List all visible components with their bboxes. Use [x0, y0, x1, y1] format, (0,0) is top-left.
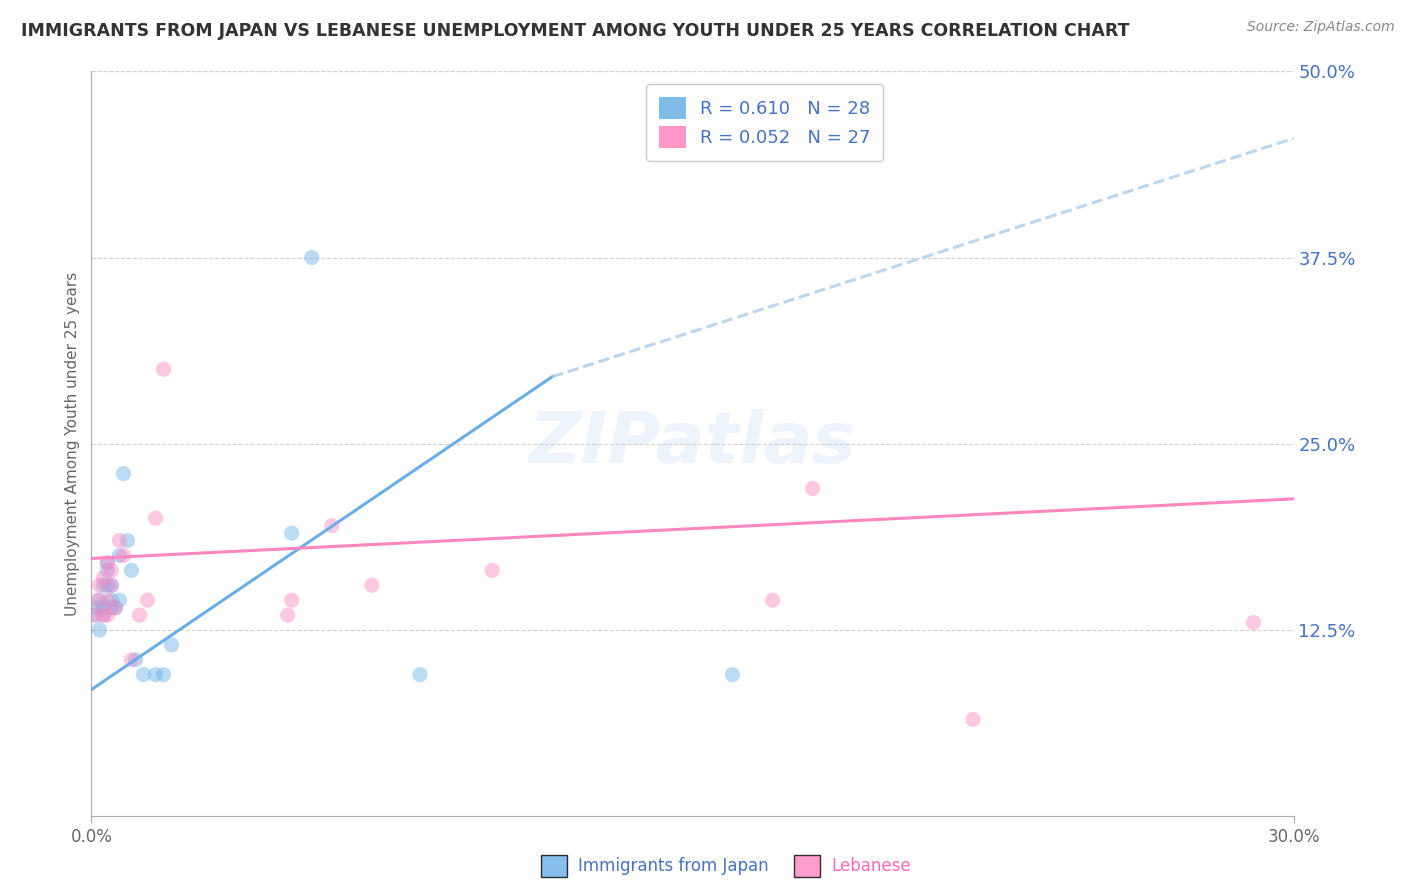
Point: [100, 578, 122, 592]
Point: [86, 593, 108, 607]
Point: [962, 712, 984, 726]
Point: [84, 608, 107, 623]
Point: [132, 667, 155, 681]
Text: ZIPatlas: ZIPatlas: [529, 409, 856, 478]
Point: [112, 549, 135, 563]
Text: Lebanese: Lebanese: [831, 857, 911, 875]
Legend: R = 0.610   N = 28, R = 0.052   N = 27: R = 0.610 N = 28, R = 0.052 N = 27: [645, 84, 883, 161]
Point: [112, 467, 135, 481]
Point: [93, 571, 115, 585]
Point: [152, 362, 174, 376]
Point: [121, 563, 143, 577]
Point: [124, 653, 146, 667]
Point: [100, 600, 122, 615]
Point: [108, 533, 131, 548]
Point: [801, 482, 824, 496]
Point: [96, 578, 118, 592]
Point: [117, 533, 139, 548]
Point: [96, 556, 118, 570]
Point: [481, 563, 503, 577]
Point: [145, 511, 167, 525]
Point: [93, 600, 115, 615]
Point: [136, 593, 159, 607]
Point: [89, 593, 111, 607]
Text: IMMIGRANTS FROM JAPAN VS LEBANESE UNEMPLOYMENT AMONG YOUTH UNDER 25 YEARS CORREL: IMMIGRANTS FROM JAPAN VS LEBANESE UNEMPL…: [21, 22, 1129, 40]
Point: [96, 556, 118, 570]
Point: [96, 593, 118, 607]
Point: [96, 563, 118, 577]
Point: [152, 667, 174, 681]
Point: [301, 251, 323, 265]
Point: [762, 593, 785, 607]
Point: [1243, 615, 1265, 630]
Point: [100, 563, 122, 577]
Point: [321, 518, 343, 533]
Point: [409, 667, 432, 681]
Point: [128, 608, 150, 623]
Point: [84, 608, 107, 623]
Point: [104, 600, 127, 615]
Point: [108, 549, 131, 563]
Text: Source: ZipAtlas.com: Source: ZipAtlas.com: [1247, 20, 1395, 34]
Point: [721, 667, 744, 681]
Point: [281, 526, 304, 541]
Point: [89, 578, 111, 592]
Point: [96, 608, 118, 623]
Point: [86, 600, 108, 615]
Point: [93, 578, 115, 592]
Point: [145, 667, 167, 681]
Text: Immigrants from Japan: Immigrants from Japan: [578, 857, 769, 875]
Point: [100, 578, 122, 592]
Point: [89, 623, 111, 637]
Point: [93, 608, 115, 623]
Point: [104, 600, 127, 615]
Point: [108, 593, 131, 607]
Point: [100, 593, 122, 607]
Point: [93, 608, 115, 623]
Y-axis label: Unemployment Among Youth under 25 years: Unemployment Among Youth under 25 years: [65, 272, 80, 615]
Point: [160, 638, 183, 652]
Point: [281, 593, 304, 607]
Point: [277, 608, 299, 623]
Point: [360, 578, 382, 592]
Point: [121, 653, 143, 667]
